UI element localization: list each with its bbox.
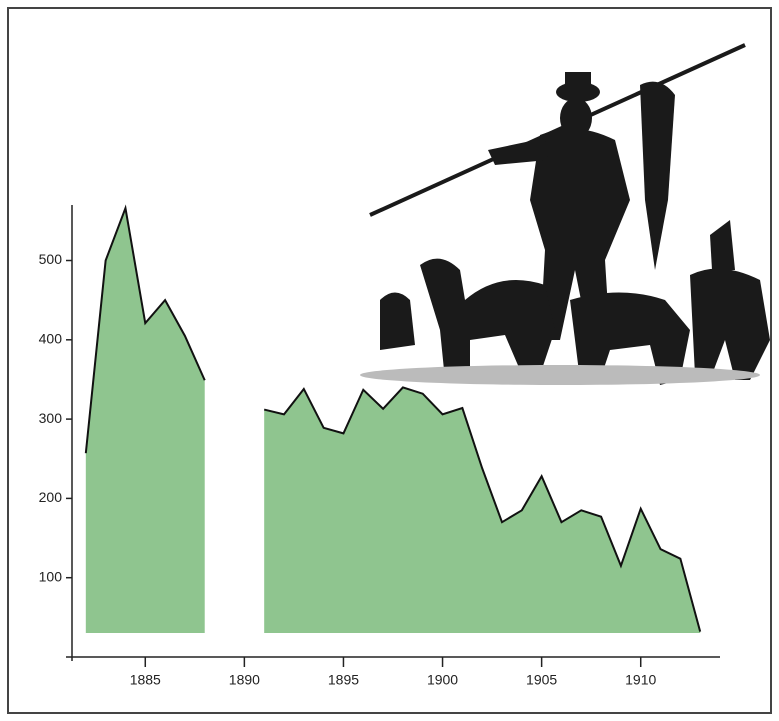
chart: 100 200 300 400 500 1885 1890 1895 1900 1905 1910 <box>0 0 779 721</box>
x-tick-label: 1890 <box>229 672 260 688</box>
y-tick-label: 100 <box>39 568 63 584</box>
y-tick-label: 300 <box>39 410 63 426</box>
x-tick-label: 1895 <box>328 672 359 688</box>
x-tick-label: 1910 <box>625 672 656 688</box>
y-tick-label: 400 <box>39 331 63 347</box>
x-tick-label: 1900 <box>427 672 458 688</box>
y-tick-label: 500 <box>39 251 63 267</box>
y-tick-label: 200 <box>39 489 63 505</box>
x-tick-label: 1885 <box>130 672 161 688</box>
x-tick-label: 1905 <box>526 672 557 688</box>
